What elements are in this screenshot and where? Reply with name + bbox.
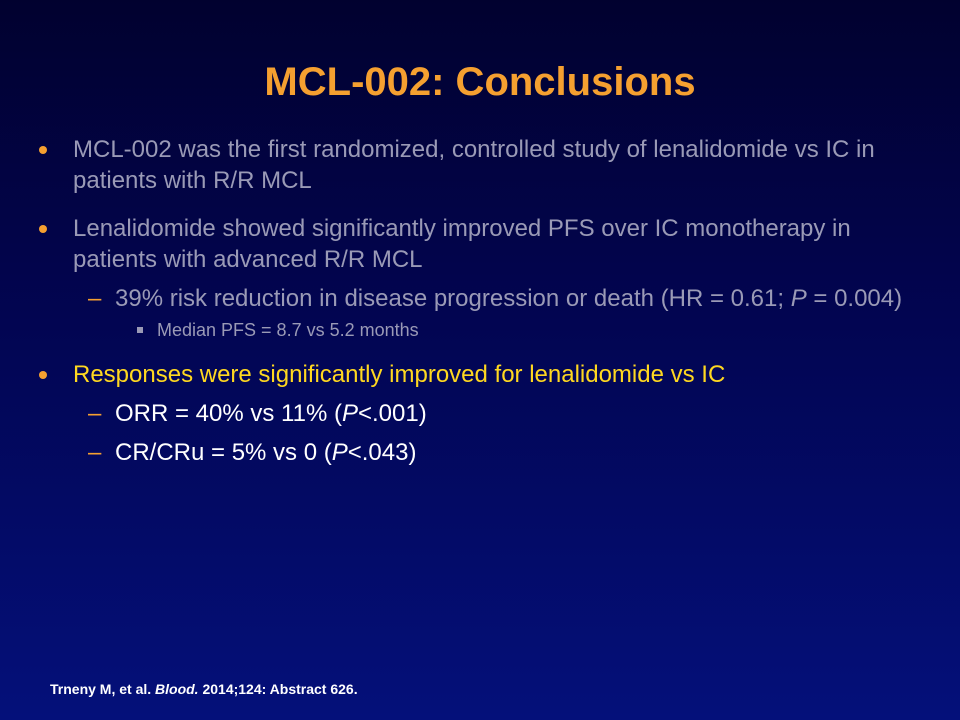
sub-bullet-orr: – ORR = 40% vs 11% (P<.001) <box>36 398 916 429</box>
bullet-text: MCL-002 was the first randomized, contro… <box>73 136 875 194</box>
bullet-dot-icon <box>39 146 47 154</box>
bullet-text: Lenalidomide showed significantly improv… <box>73 215 851 273</box>
slide-title: MCL-002: Conclusions <box>264 60 696 104</box>
bullet-text: Responses were significantly improved fo… <box>73 361 726 388</box>
sub-bullet-text-end: <.043) <box>347 439 417 466</box>
dash-icon: – <box>88 439 102 466</box>
p-value-symbol: P <box>331 439 348 466</box>
sub-sub-bullet-text: Median PFS = 8.7 vs 5.2 months <box>157 320 419 340</box>
reference-detail: 2014;124: Abstract 626. <box>198 681 358 697</box>
sub-bullet-risk-reduction: – 39% risk reduction in disease progress… <box>36 283 916 314</box>
sub-bullet-cr-cru: – CR/CRu = 5% vs 0 (P<.043) <box>36 437 916 468</box>
p-value-symbol: P <box>341 400 358 427</box>
sub-bullet-text-end: = 0.004) <box>806 285 903 312</box>
dash-icon: – <box>88 285 102 312</box>
reference-author: Trneny M, et al. <box>50 681 156 697</box>
sub-bullet-text: CR/CRu = 5% vs 0 ( <box>115 439 332 466</box>
bullet-pfs-improved: Lenalidomide showed significantly improv… <box>36 213 916 275</box>
reference-journal: Blood. <box>155 681 199 697</box>
bullet-dot-icon <box>39 371 47 379</box>
bullet-responses-improved: Responses were significantly improved fo… <box>36 359 916 390</box>
bullet-first-study: MCL-002 was the first randomized, contro… <box>36 134 916 196</box>
dash-icon: – <box>88 400 102 427</box>
sub-sub-bullet-median-pfs: Median PFS = 8.7 vs 5.2 months <box>36 318 916 342</box>
sub-bullet-text: 39% risk reduction in disease progressio… <box>115 285 791 312</box>
sub-bullet-text-end: <.001) <box>357 400 427 427</box>
p-value-symbol: P <box>790 285 807 312</box>
slide-body: MCL-002 was the first randomized, contro… <box>36 134 916 468</box>
sub-bullet-text: ORR = 40% vs 11% ( <box>115 400 342 427</box>
square-bullet-icon <box>137 327 143 333</box>
reference-citation: Trneny M, et al. Blood. 2014;124: Abstra… <box>50 681 358 697</box>
bullet-dot-icon <box>39 225 47 233</box>
